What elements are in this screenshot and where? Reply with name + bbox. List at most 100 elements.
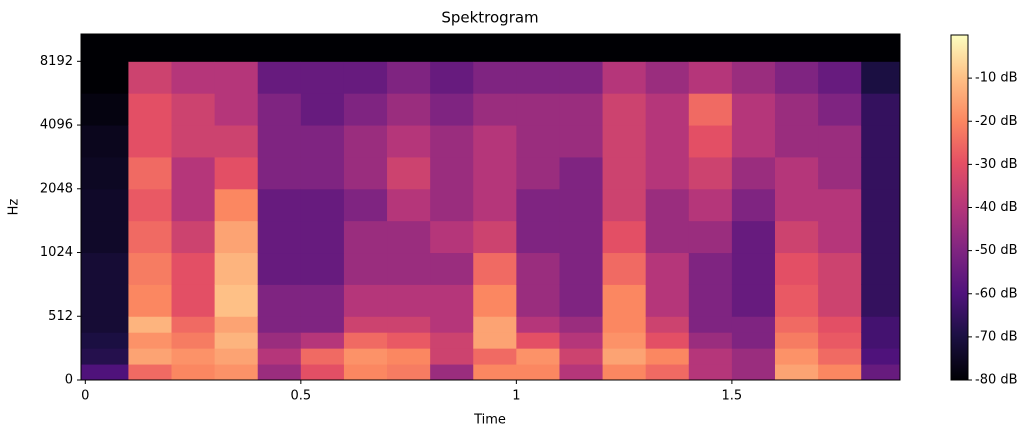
heatmap-cell xyxy=(645,220,690,254)
heatmap-cell xyxy=(257,348,302,365)
heatmap-cell xyxy=(81,252,129,285)
heatmap-cell xyxy=(81,125,129,158)
heatmap-cell xyxy=(645,61,690,94)
heatmap-cell xyxy=(559,34,604,62)
heatmap-cell xyxy=(387,316,431,333)
heatmap-cell xyxy=(128,156,173,190)
y-tick-label: 1024 xyxy=(40,245,73,260)
colorbar-tick-label: -30 dB xyxy=(975,157,1018,172)
heatmap-cell xyxy=(559,125,604,158)
heatmap-cell xyxy=(688,34,733,62)
heatmap-cell xyxy=(861,220,900,254)
heatmap-cell xyxy=(818,364,862,380)
heatmap-cell xyxy=(430,316,474,333)
heatmap-cell xyxy=(171,34,216,62)
heatmap-cell xyxy=(257,220,302,254)
heatmap-cell xyxy=(861,61,900,94)
colorbar-tick-label: -60 dB xyxy=(975,286,1018,301)
heatmap-cell xyxy=(861,252,900,285)
y-tick-label: 512 xyxy=(48,309,73,324)
heatmap-cell xyxy=(818,348,862,365)
heatmap-cell xyxy=(516,188,560,222)
heatmap-cell xyxy=(645,348,690,365)
x-tick-label: 1.5 xyxy=(722,389,743,404)
heatmap-cell xyxy=(645,284,690,317)
heatmap-cell xyxy=(128,34,173,62)
heatmap-cell xyxy=(214,348,259,365)
heatmap-cell xyxy=(214,252,259,285)
heatmap-cell xyxy=(774,252,819,285)
heatmap-cell xyxy=(688,364,733,380)
heatmap-cell xyxy=(171,332,216,349)
heatmap-cell xyxy=(559,93,604,126)
heatmap-cell xyxy=(774,156,819,190)
heatmap-cell xyxy=(602,125,647,158)
heatmap-cell xyxy=(171,316,216,333)
heatmap-cell xyxy=(818,125,862,158)
heatmap-cell xyxy=(818,316,862,333)
heatmap-cell xyxy=(214,332,259,349)
heatmap-cell xyxy=(300,284,345,317)
heatmap-cell xyxy=(300,252,345,285)
heatmap-cell xyxy=(559,220,604,254)
heatmap-cell xyxy=(516,364,560,380)
heatmap-cell xyxy=(818,188,862,222)
heatmap-cell xyxy=(731,34,776,62)
heatmap-cell xyxy=(430,61,474,94)
heatmap-cell xyxy=(861,34,900,62)
heatmap-cell xyxy=(81,348,129,365)
heatmap-cell xyxy=(559,364,604,380)
heatmap-cell xyxy=(731,284,776,317)
heatmap-cell xyxy=(387,348,431,365)
heatmap-cell xyxy=(731,332,776,349)
heatmap-cell xyxy=(343,61,388,94)
heatmap-cell xyxy=(171,188,216,222)
heatmap-cell xyxy=(774,61,819,94)
colorbar xyxy=(950,34,969,381)
heatmap-cell xyxy=(257,252,302,285)
heatmap-cell xyxy=(257,188,302,222)
heatmap-cell xyxy=(602,220,647,254)
heatmap-cell xyxy=(214,93,259,126)
x-tick-label: 0.5 xyxy=(290,389,311,404)
heatmap-cell xyxy=(473,252,517,285)
heatmap-cell xyxy=(818,93,862,126)
heatmap-cell xyxy=(300,61,345,94)
heatmap-cell xyxy=(774,348,819,365)
heatmap-cell xyxy=(387,284,431,317)
heatmap-cell xyxy=(343,332,388,349)
heatmap-cell xyxy=(516,284,560,317)
heatmap-cell xyxy=(861,125,900,158)
heatmap-cell xyxy=(602,284,647,317)
heatmap-cell xyxy=(171,252,216,285)
heatmap-cell xyxy=(645,364,690,380)
y-tick-label: 2048 xyxy=(40,181,73,196)
heatmap-cell xyxy=(516,348,560,365)
heatmap-cell xyxy=(473,61,517,94)
heatmap-cell xyxy=(731,316,776,333)
heatmap-cell xyxy=(645,156,690,190)
heatmap-cell xyxy=(387,34,431,62)
heatmap-cell xyxy=(81,61,129,94)
heatmap-cell xyxy=(645,332,690,349)
colorbar-tick-label: -80 dB xyxy=(975,373,1018,388)
heatmap-cell xyxy=(731,61,776,94)
heatmap-cell xyxy=(257,93,302,126)
heatmap-cell xyxy=(818,332,862,349)
heatmap-cell xyxy=(343,348,388,365)
heatmap-cell xyxy=(774,93,819,126)
heatmap-cell xyxy=(516,220,560,254)
heatmap-cell xyxy=(516,125,560,158)
heatmap-cell xyxy=(861,316,900,333)
heatmap-cell xyxy=(731,156,776,190)
heatmap-cell xyxy=(300,34,345,62)
heatmap-cell xyxy=(516,332,560,349)
heatmap-cell xyxy=(861,93,900,126)
heatmap-cell xyxy=(387,220,431,254)
heatmap-cell xyxy=(473,364,517,380)
heatmap-cell xyxy=(343,316,388,333)
heatmap-cell xyxy=(602,252,647,285)
heatmap-cell xyxy=(602,332,647,349)
heatmap-cell xyxy=(214,364,259,380)
heatmap-cell xyxy=(300,125,345,158)
